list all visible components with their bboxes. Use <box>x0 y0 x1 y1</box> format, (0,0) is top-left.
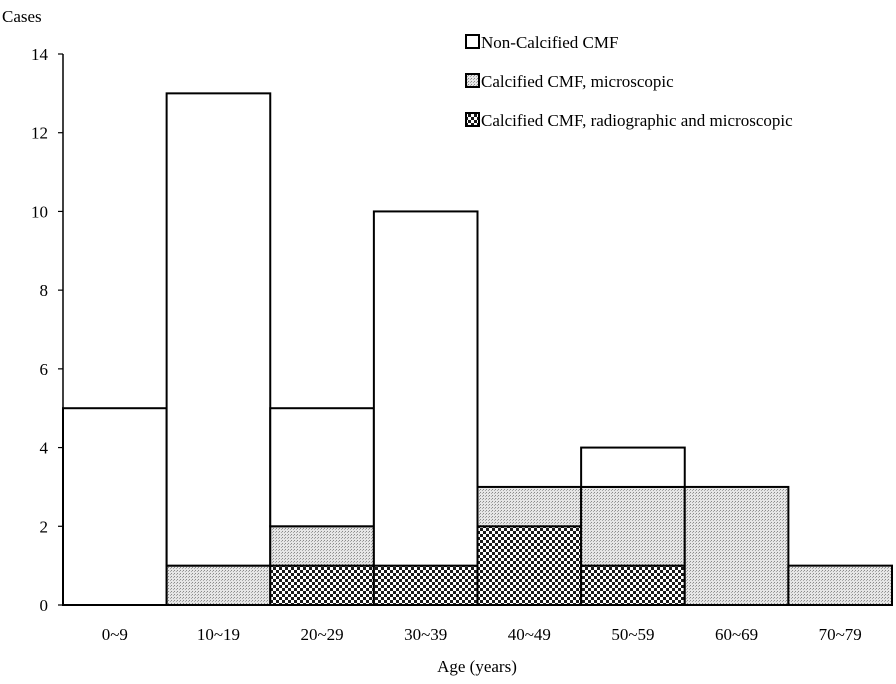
bar-dotted-gray-10~19 <box>165 564 272 607</box>
bar-checker-30~39 <box>372 564 479 607</box>
bar-checker-40~49 <box>476 525 583 606</box>
x-axis-label: Age (years) <box>437 657 517 676</box>
bar-checker-50~59 <box>580 564 686 607</box>
x-tick-label: 30~39 <box>404 625 447 644</box>
bar-dotted-gray-70~79 <box>787 564 893 607</box>
y-tick-label: 0 <box>40 596 49 615</box>
x-tick-label: 50~59 <box>611 625 654 644</box>
bar-dotted-gray-40~49 <box>476 485 583 528</box>
y-tick-label: 10 <box>31 202 48 221</box>
y-tick-label: 4 <box>40 439 49 458</box>
x-tick-label: 10~19 <box>197 625 240 644</box>
bar-dotted-gray-60~69 <box>683 485 790 606</box>
bar-white-0~9 <box>62 407 168 607</box>
y-tick-label: 6 <box>40 360 49 379</box>
bars-layer <box>62 92 893 607</box>
x-tick-label: 40~49 <box>508 625 551 644</box>
y-axis-label: Cases <box>2 7 42 26</box>
axes-layer: 0 2 4 6 8 10 12 14 0~9 10~19 20~29 30~39 40~49 50~59 6… <box>31 45 892 644</box>
legend-label: Calcified CMF, microscopic <box>481 72 674 91</box>
bar-dotted-gray-20~29 <box>269 525 375 567</box>
y-tick-label: 12 <box>31 124 48 143</box>
y-tick-label: 14 <box>31 45 49 64</box>
y-tick-label: 2 <box>40 517 49 536</box>
legend: Non-Calcified CMF Calcified CMF, microsco… <box>465 33 793 130</box>
x-tick-label: 20~29 <box>300 625 343 644</box>
x-tick-label: 0~9 <box>102 625 128 644</box>
bar-white-10~19 <box>165 92 272 567</box>
bar-white-20~29 <box>269 407 375 528</box>
x-tick-label: 60~69 <box>715 625 758 644</box>
bar-checker-20~29 <box>269 564 375 607</box>
x-tick-label: 70~79 <box>819 625 862 644</box>
y-tick-label: 8 <box>40 281 49 300</box>
legend-swatch-white <box>465 34 480 49</box>
bar-white-30~39 <box>372 210 479 567</box>
legend-label: Non-Calcified CMF <box>481 33 618 52</box>
legend-swatch-dotted-gray <box>465 73 480 88</box>
bar-dotted-gray-50~59 <box>580 485 686 567</box>
legend-swatch-checker <box>465 112 480 127</box>
bar-white-50~59 <box>580 446 686 488</box>
legend-label: Calcified CMF, radiographic and microsco… <box>481 111 793 130</box>
